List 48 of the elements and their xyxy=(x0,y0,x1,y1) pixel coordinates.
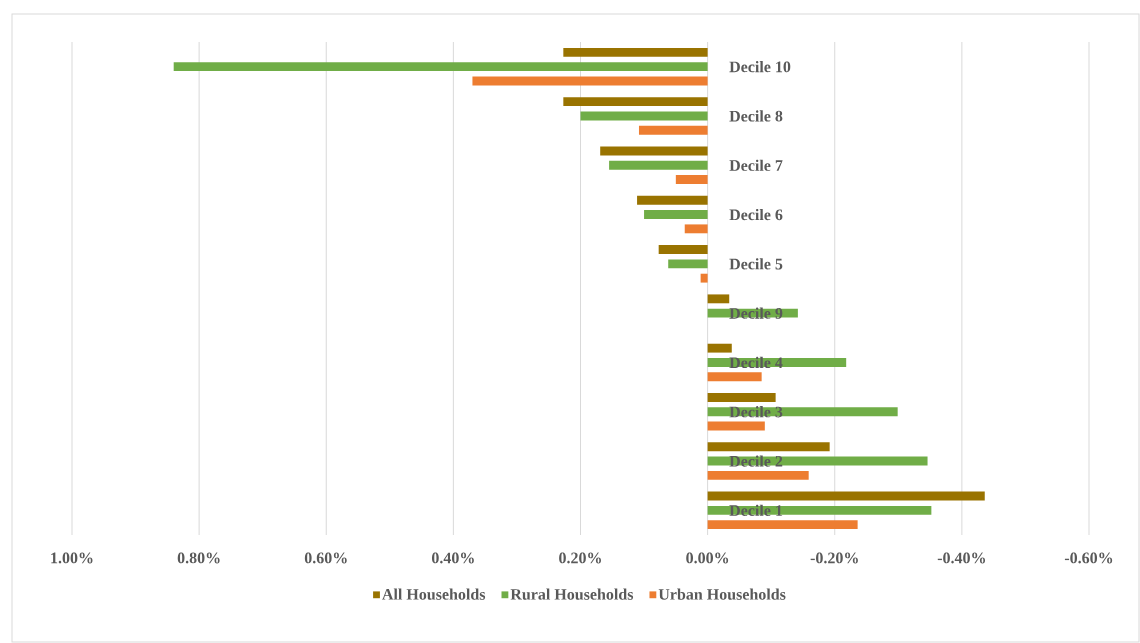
x-tick-label: 0.60% xyxy=(304,552,347,564)
bar xyxy=(600,146,708,156)
bar xyxy=(563,47,708,57)
bar xyxy=(707,343,732,353)
bar xyxy=(700,273,708,283)
y-tick-label: Decile 5 xyxy=(729,258,783,270)
bar xyxy=(638,125,708,135)
y-tick-label: Decile 8 xyxy=(729,110,783,122)
y-tick-label: Decile 10 xyxy=(729,61,791,73)
x-tick-label: -0.20% xyxy=(810,552,858,564)
x-tick-label: -0.60% xyxy=(1064,552,1113,564)
bar xyxy=(707,442,830,452)
bar xyxy=(668,259,708,269)
bar xyxy=(644,210,708,219)
x-tick-label: -0.40% xyxy=(937,552,986,564)
bar xyxy=(472,76,708,86)
y-tick-label: Decile 9 xyxy=(729,307,783,319)
bar xyxy=(707,393,776,402)
bar xyxy=(707,294,730,304)
bar xyxy=(707,520,858,530)
bar xyxy=(173,62,708,72)
x-tick-label: 0.80% xyxy=(177,552,220,564)
x-tick-label: 0.00% xyxy=(686,552,729,564)
bar xyxy=(707,505,932,515)
bar xyxy=(637,195,708,205)
bar xyxy=(707,491,985,501)
legend-label: Rural Households xyxy=(510,588,634,600)
bar xyxy=(580,111,708,121)
legend-label: Urban Households xyxy=(658,588,786,600)
y-tick-label: Decile 1 xyxy=(729,504,783,516)
y-tick-label: Decile 6 xyxy=(729,208,783,221)
bar xyxy=(563,97,708,107)
y-tick-label: Decile 3 xyxy=(729,406,783,418)
bar xyxy=(658,245,708,254)
x-tick-label: 1.00% xyxy=(51,552,93,564)
bar xyxy=(707,372,762,382)
legend-label: All Households xyxy=(382,588,486,600)
bar xyxy=(707,407,898,417)
bar xyxy=(707,470,809,480)
bar xyxy=(707,421,765,431)
x-tick-label: 0.20% xyxy=(559,552,601,564)
bar xyxy=(684,224,708,234)
y-tick-label: Decile 4 xyxy=(729,356,783,369)
x-tick-label: 0.40% xyxy=(431,552,474,564)
bar xyxy=(675,175,708,184)
bar xyxy=(609,160,708,170)
y-tick-label: Decile 7 xyxy=(729,159,783,171)
y-tick-label: Decile 2 xyxy=(729,455,783,467)
